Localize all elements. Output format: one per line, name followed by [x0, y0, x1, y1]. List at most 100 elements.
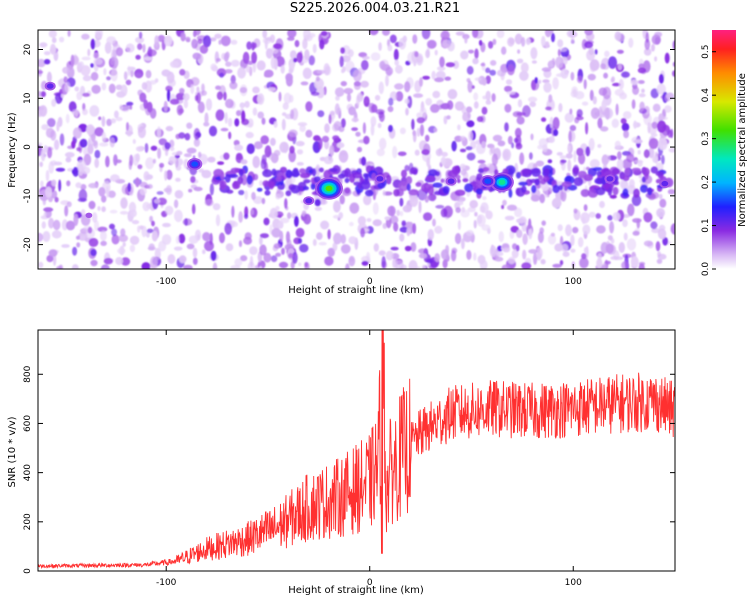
- heatmap-cell: [223, 52, 229, 62]
- heatmap-cell: [472, 30, 479, 39]
- heatmap-cell: [547, 159, 553, 164]
- heatmap-cell: [378, 250, 386, 256]
- heatmap-cell: [113, 154, 118, 166]
- heatmap-cell: [229, 220, 236, 226]
- heatmap-cell: [39, 161, 43, 167]
- heatmap-cell: [163, 100, 168, 113]
- heatmap-cell: [340, 244, 351, 254]
- heatmap-cell: [79, 235, 86, 241]
- heatmap-cell: [412, 130, 417, 143]
- heatmap-cell: [51, 230, 62, 239]
- heatmap-cell: [382, 30, 390, 36]
- heatmap-cell: [273, 58, 278, 71]
- heatmap-ridge-cell: [572, 166, 580, 174]
- heatmap-cell: [287, 212, 292, 220]
- heatmap-cell: [333, 121, 342, 131]
- heatmap-cell: [45, 170, 50, 182]
- heatmap-y-tick-label: 10: [23, 92, 33, 104]
- heatmap-cell: [93, 58, 103, 65]
- heatmap-cell: [86, 124, 95, 135]
- colorbar-tick-label: 0.0: [701, 262, 711, 277]
- heatmap-cell: [165, 149, 169, 156]
- heatmap-cell: [581, 253, 587, 260]
- heatmap-cell: [574, 91, 585, 100]
- heatmap-cell: [376, 148, 385, 157]
- heatmap-cell: [577, 237, 584, 248]
- heatmap-cell: [285, 73, 293, 82]
- heatmap-cell: [314, 206, 322, 211]
- heatmap-cell: [473, 252, 477, 261]
- heatmap-cell: [83, 153, 92, 166]
- heatmap-cell: [237, 67, 247, 79]
- heatmap-cell: [560, 68, 569, 79]
- heatmap-cell: [511, 249, 519, 259]
- heatmap-cell: [252, 173, 259, 181]
- heatmap-cell: [168, 156, 177, 165]
- heatmap-cell: [370, 52, 381, 61]
- heatmap-cell: [259, 233, 269, 239]
- heatmap-cell: [658, 193, 663, 200]
- heatmap-cell: [432, 218, 436, 227]
- heatmap-cell: [90, 38, 96, 50]
- heatmap-ridge-cell: [219, 180, 227, 190]
- heatmap-ridge-cell: [246, 175, 253, 185]
- heatmap-cell: [43, 51, 51, 56]
- heatmap-cell: [93, 140, 99, 149]
- heatmap-cell: [327, 229, 331, 240]
- heatmap-cell: [81, 209, 86, 216]
- heatmap-cell: [98, 187, 106, 197]
- heatmap-cell: [514, 207, 523, 218]
- heatmap-cell: [64, 152, 75, 158]
- heatmap-cell: [120, 197, 128, 209]
- heatmap-cell: [379, 137, 387, 150]
- heatmap-ridge-cell: [311, 168, 317, 177]
- heatmap-cell: [318, 241, 327, 246]
- heatmap-cell: [654, 31, 663, 38]
- heatmap-cell: [418, 248, 427, 254]
- heatmap-cell: [77, 163, 84, 176]
- heatmap-cell: [562, 251, 570, 257]
- heatmap-cell: [387, 44, 393, 52]
- heatmap-ridge-cell: [262, 169, 273, 178]
- heatmap-cell: [282, 102, 289, 110]
- heatmap-cell: [466, 250, 472, 260]
- heatmap-cell: [454, 233, 462, 245]
- heatmap-ridge-cell: [456, 178, 461, 184]
- heatmap-cell: [492, 134, 503, 142]
- heatmap-cell: [473, 101, 479, 109]
- heatmap-cell: [539, 193, 545, 204]
- heatmap-cell: [192, 247, 198, 258]
- heatmap-cell: [120, 84, 128, 97]
- heatmap-cell: [179, 87, 185, 95]
- heatmap-cell: [424, 134, 430, 142]
- heatmap-ridge-cell: [607, 187, 613, 196]
- colorbar-tick-label: 0.5: [701, 45, 711, 59]
- heatmap-cell: [618, 242, 625, 253]
- heatmap-cell: [261, 117, 266, 125]
- heatmap-cell: [462, 112, 471, 122]
- heatmap-cell: [441, 151, 448, 157]
- heatmap-cell: [466, 65, 474, 75]
- heatmap-cell: [440, 103, 451, 110]
- heatmap-cell: [654, 36, 661, 45]
- heatmap-cell: [246, 143, 255, 155]
- heatmap-cell: [61, 244, 70, 248]
- heatmap-cell: [297, 122, 308, 127]
- heatmap-x-ticks: -100 0 100: [156, 30, 582, 287]
- heatmap-cell: [402, 205, 412, 213]
- heatmap-cell: [39, 105, 48, 117]
- heatmap-ridge-cell: [521, 185, 527, 193]
- snr-x-tick-label: 0: [367, 578, 373, 588]
- heatmap-cell: [672, 61, 675, 67]
- heatmap-cell: [346, 93, 352, 102]
- heatmap-cell: [104, 41, 112, 54]
- heatmap-cell: [434, 77, 445, 83]
- heatmap-cell: [43, 59, 51, 65]
- heatmap-cell: [395, 91, 404, 102]
- heatmap-cell: [174, 190, 184, 199]
- heatmap-cell: [405, 107, 409, 116]
- heatmap-cell: [143, 99, 149, 110]
- heatmap-cell: [224, 222, 232, 235]
- heatmap-cell: [348, 255, 356, 267]
- heatmap-x-tick-label: 100: [565, 277, 582, 287]
